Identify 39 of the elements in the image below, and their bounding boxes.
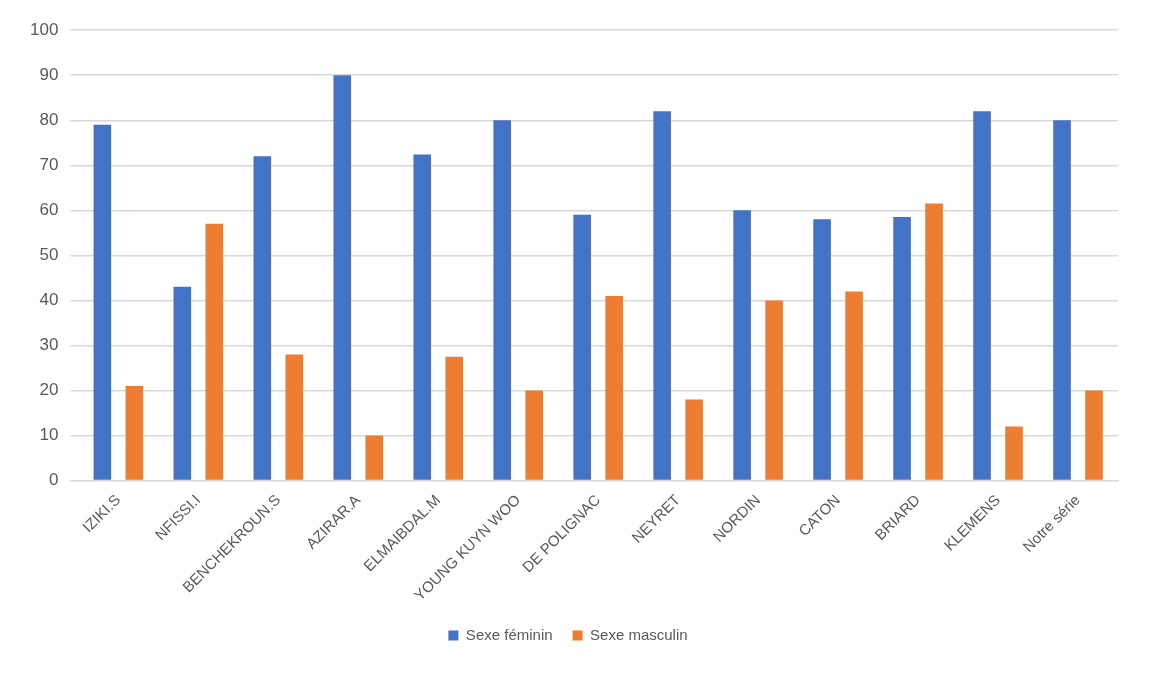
y-tick-label: 30: [39, 335, 59, 355]
bar: [445, 356, 464, 480]
bar: [173, 286, 192, 480]
bar: [765, 300, 783, 480]
y-tick-label: 70: [39, 154, 59, 174]
bar: [925, 203, 943, 480]
bar: [125, 385, 144, 480]
bar: [573, 214, 591, 480]
bar: [365, 435, 384, 480]
legend-label: Sexe féminin: [465, 625, 553, 643]
bar: [413, 154, 432, 480]
legend-label: Sexe masculin: [590, 625, 688, 643]
bar: [253, 156, 272, 480]
y-tick-label: 50: [39, 245, 59, 265]
y-tick-label: 90: [39, 64, 59, 84]
bar: [93, 124, 112, 480]
bar: [685, 399, 703, 480]
y-tick-label: 60: [39, 200, 59, 220]
y-tick-label: 20: [39, 380, 59, 400]
bar: [813, 219, 831, 480]
y-tick-label: 10: [39, 425, 59, 445]
bar: [285, 354, 304, 480]
y-tick-label: 40: [39, 290, 59, 310]
y-tick-label: 100: [29, 19, 59, 39]
bar: [1053, 120, 1071, 480]
bar: [893, 217, 911, 480]
y-tick-label: 0: [48, 470, 59, 490]
bar: [845, 291, 863, 480]
bar: [525, 390, 543, 480]
bar: [333, 75, 352, 480]
y-tick-label: 80: [39, 109, 59, 129]
bar: [205, 223, 224, 480]
bar: [1005, 426, 1023, 480]
bar: [733, 210, 751, 480]
bar: [653, 111, 671, 480]
bar: [973, 111, 991, 480]
bar: [493, 120, 512, 480]
bar: [1085, 390, 1103, 480]
bar: [605, 295, 623, 480]
